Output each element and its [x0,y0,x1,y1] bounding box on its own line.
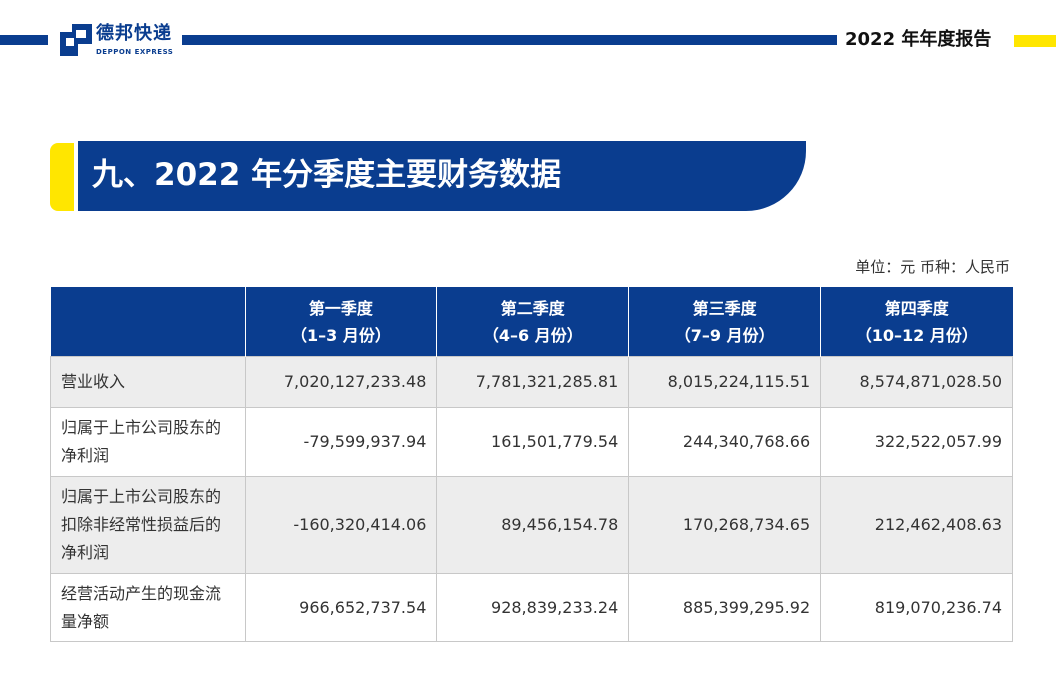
quarter-months: （10–12 月份） [855,325,978,345]
brand-name: 德邦快递 [96,23,172,44]
value-cell: 819,070,236.74 [820,573,1013,642]
header-cell: 第四季度 （10–12 月份） [820,287,1013,357]
header-cell: 第一季度 （1–3 月份） [244,287,437,357]
header-cell: 第三季度 （7–9 月份） [628,287,821,357]
value-cell: 7,781,321,285.81 [436,356,630,408]
quarter-name: 第二季度 [500,298,565,318]
title-banner [78,141,806,211]
quarter-months: （7–9 月份） [674,325,775,345]
header-cell: 第二季度 （4–6 月份） [436,287,629,357]
brand-name-en: DEPPON EXPRESS [96,48,174,56]
value-cell: 244,340,768.66 [628,407,822,477]
value-cell: 7,020,127,233.48 [244,356,438,408]
value-cell: 885,399,295.92 [628,573,822,642]
value-cell: 161,501,779.54 [436,407,630,477]
row-label: 归属于上市公司股东的净利润 [50,407,246,477]
table-row: 营业收入 7,020,127,233.48 7,781,321,285.81 8… [50,356,1013,408]
quarter-name: 第四季度 [884,298,949,318]
row-label: 经营活动产生的现金流量净额 [50,573,246,642]
table-row: 经营活动产生的现金流量净额 966,652,737.54 928,839,233… [50,573,1013,642]
deppon-logo-icon [60,24,92,56]
header-rule-right [182,35,837,45]
quarter-months: （4–6 月份） [482,325,583,345]
value-cell: -79,599,937.94 [244,407,438,477]
unit-note: 单位：元 币种：人民币 [855,258,1010,276]
report-title: 2022 年年度报告 [845,29,992,50]
section-title: 九、2022 年分季度主要财务数据 [92,157,562,193]
value-cell: 928,839,233.24 [436,573,630,642]
quarterly-financial-table: 第一季度 （1–3 月份） 第二季度 （4–6 月份） 第三季度 （7–9 月份） 第… [50,287,1013,642]
value-cell: 212,462,408.63 [820,476,1013,574]
header-accent [1014,35,1056,47]
value-cell: 8,574,871,028.50 [820,356,1013,408]
table-header-row: 第一季度 （1–3 月份） 第二季度 （4–6 月份） 第三季度 （7–9 月份） 第… [50,287,1013,357]
quarter-months: （1–3 月份） [291,325,391,345]
value-cell: 89,456,154.78 [436,476,630,574]
header-rule-left [0,35,48,45]
header-cell [50,287,245,357]
table-row: 归属于上市公司股东的净利润 -79,599,937.94 161,501,779… [50,407,1013,477]
quarter-name: 第三季度 [692,298,757,318]
title-accent [50,143,74,211]
quarter-name: 第一季度 [308,298,373,318]
table-row: 归属于上市公司股东的扣除非经常性损益后的净利润 -160,320,414.06 … [50,476,1013,574]
row-label: 营业收入 [50,356,246,408]
value-cell: -160,320,414.06 [244,476,438,574]
value-cell: 170,268,734.65 [628,476,822,574]
value-cell: 8,015,224,115.51 [628,356,822,408]
value-cell: 966,652,737.54 [244,573,438,642]
value-cell: 322,522,057.99 [820,407,1013,477]
row-label: 归属于上市公司股东的扣除非经常性损益后的净利润 [50,476,246,574]
